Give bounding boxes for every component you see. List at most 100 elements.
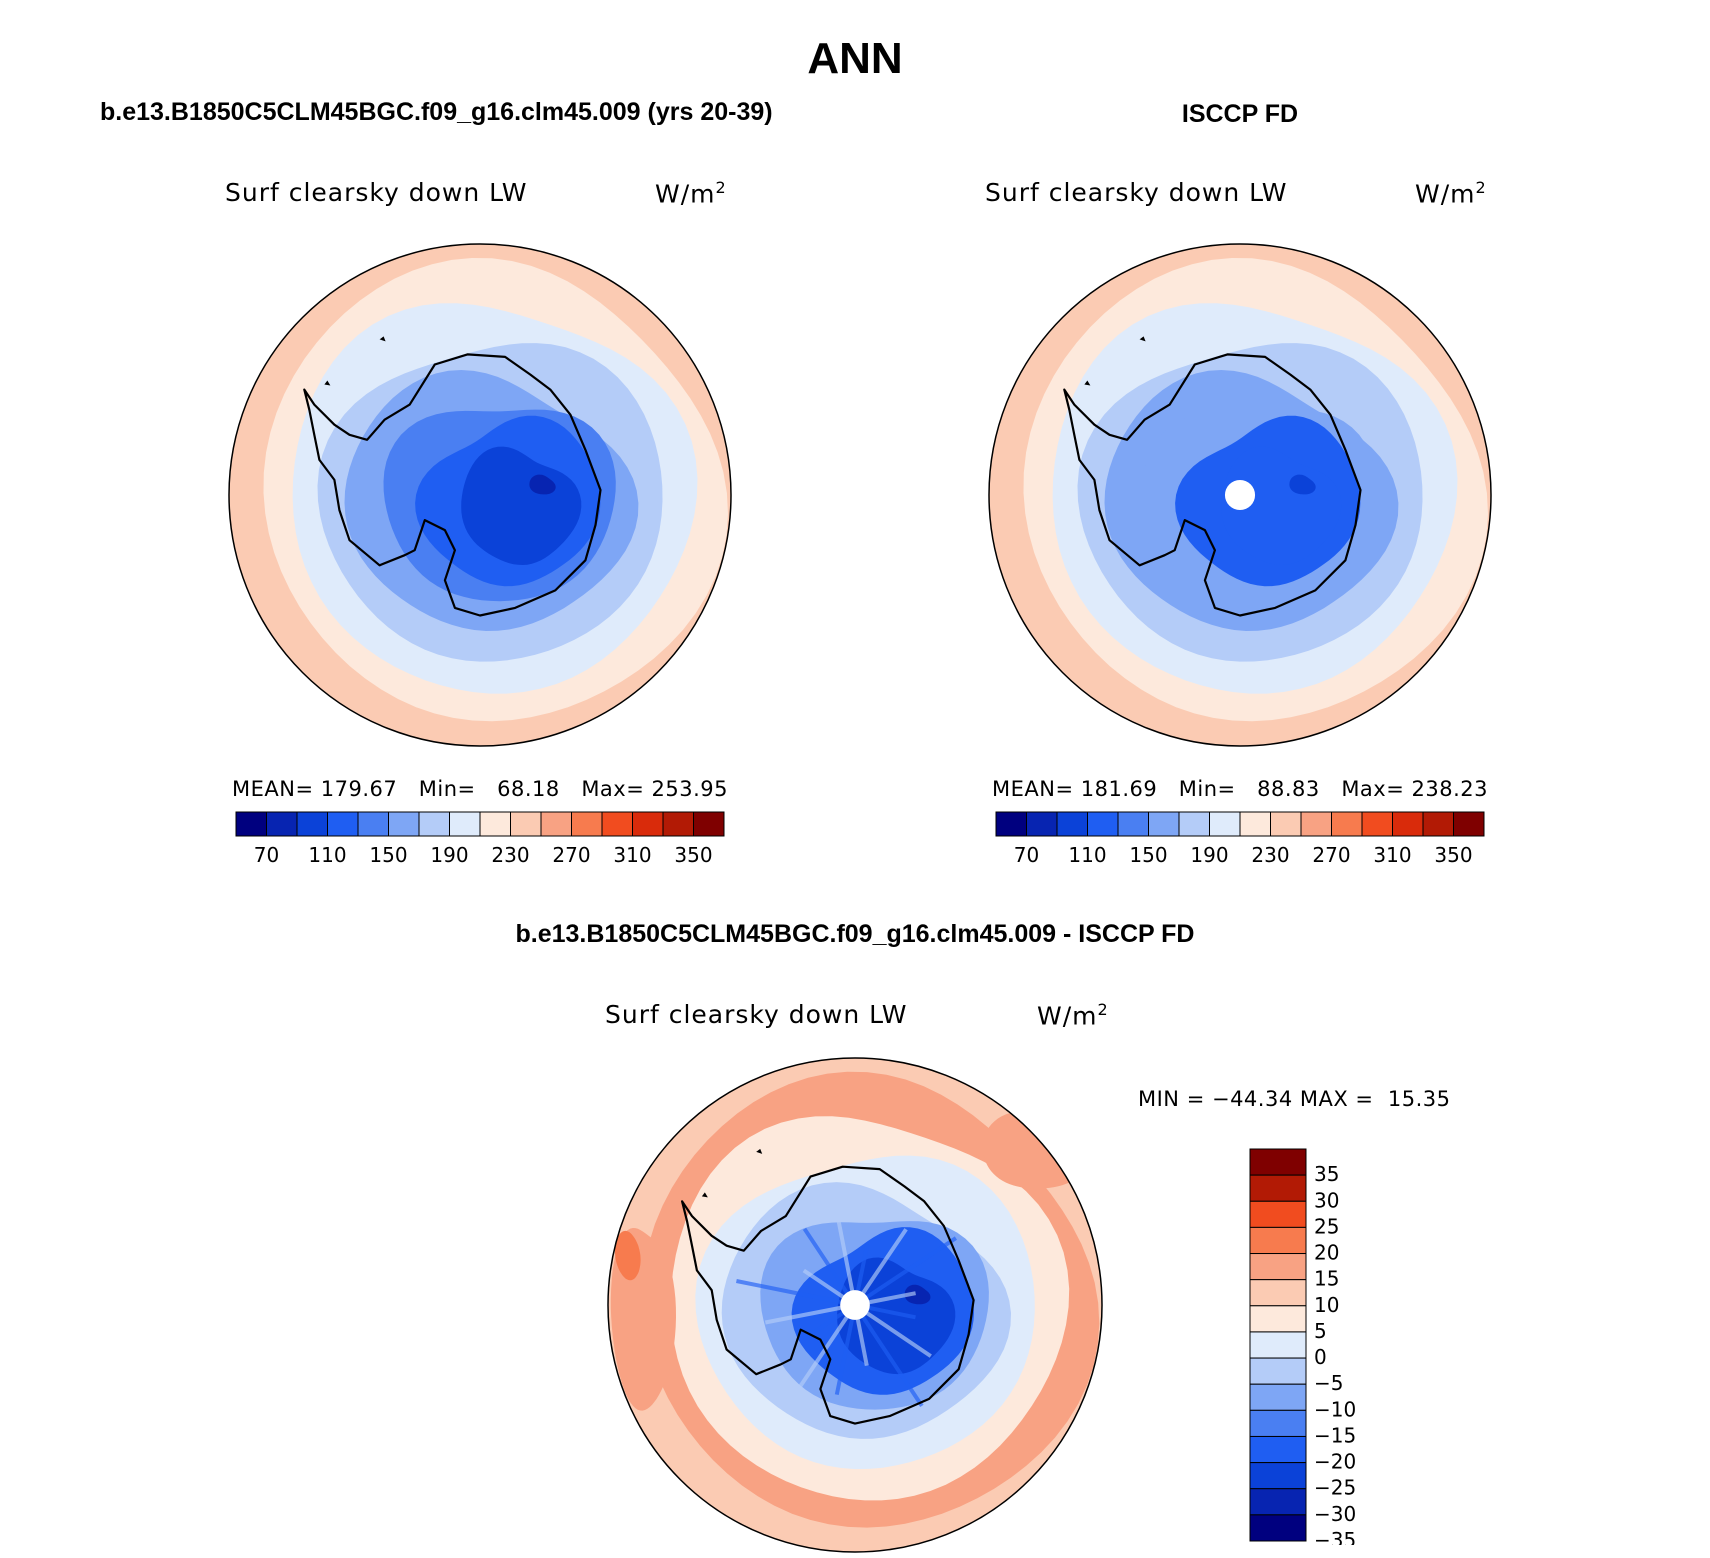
colorbar-tick-label: 310 xyxy=(613,843,651,867)
colorbar-cell xyxy=(1249,1462,1307,1490)
colorbar-tick-label: −20 xyxy=(1314,1450,1356,1474)
colorbar-tick-label: 310 xyxy=(1373,843,1411,867)
colorbar-cell xyxy=(1249,1226,1307,1255)
colorbar-tick-label: 190 xyxy=(1190,843,1228,867)
colorbar-tick-label: 230 xyxy=(491,843,529,867)
colorbar-tick-label: 70 xyxy=(254,843,279,867)
pole-missing-data xyxy=(840,1290,870,1320)
colorbar-tick-label: 350 xyxy=(1434,843,1472,867)
colorbar-tick-label: 25 xyxy=(1314,1214,1339,1238)
field-streak xyxy=(829,1185,857,1306)
panel1-units-base: W/m xyxy=(655,179,716,209)
colorbar-cell xyxy=(1249,1409,1307,1437)
panel1-units: W/m2 xyxy=(655,178,727,208)
field-streak xyxy=(853,1303,924,1408)
colorbar-cell xyxy=(479,811,511,837)
panel2-min-value: 88.83 xyxy=(1257,777,1320,801)
field-dome xyxy=(1221,446,1342,565)
colorbar-tick-label: −30 xyxy=(1314,1502,1356,1526)
colorbar-tick-label: 110 xyxy=(1068,843,1106,867)
panel1-mean-value: 179.67 xyxy=(320,777,398,801)
panel1-mean-label: MEAN= xyxy=(232,777,314,801)
colorbar-tick-label: −10 xyxy=(1314,1397,1356,1421)
colorbar-cell xyxy=(1148,811,1180,837)
panel2-units-exp: 2 xyxy=(1475,178,1487,197)
panel1-stats: MEAN= 179.67 Min= 68.18 Max= 253.95 xyxy=(232,777,728,801)
colorbar-cell xyxy=(418,811,450,837)
colorbar-tick-label: 150 xyxy=(1129,843,1167,867)
colorbar-cell xyxy=(632,811,664,837)
colorbar-tick-label: 270 xyxy=(1312,843,1350,867)
colorbar-tick-label: 350 xyxy=(674,843,712,867)
panel3-header: b.e13.B1850C5CLM45BGC.f09_g16.clm45.009 … xyxy=(515,920,1195,948)
colorbar-cell xyxy=(693,811,725,837)
colorbar-tick-label: 10 xyxy=(1314,1293,1339,1317)
field-warm-patch xyxy=(982,1111,1088,1189)
panel1-max-value: 253.95 xyxy=(651,777,728,801)
colorbar-tick-label: 110 xyxy=(308,843,346,867)
colorbar-tick-label: 230 xyxy=(1251,843,1289,867)
colorbar-cell xyxy=(388,811,420,837)
colorbar-cell xyxy=(540,811,572,837)
panel2-units-base: W/m xyxy=(1415,179,1476,209)
colorbar-cell xyxy=(1249,1174,1307,1202)
colorbar-cell xyxy=(510,811,542,837)
coastline-antarctica xyxy=(1063,353,1362,617)
colorbar-cell xyxy=(1209,811,1241,837)
field-streak xyxy=(853,1228,908,1307)
panel2-units: W/m2 xyxy=(1415,178,1487,208)
panel2-max-value: 238.23 xyxy=(1411,777,1488,801)
colorbar-tick-label: 270 xyxy=(552,843,590,867)
panel1-header: b.e13.B1850C5CLM45BGC.f09_g16.clm45.009 … xyxy=(100,98,773,126)
colorbar-cell xyxy=(1249,1200,1307,1228)
map-border xyxy=(988,243,1492,747)
field-core xyxy=(1289,474,1316,495)
colorbar-tick-label: 190 xyxy=(430,843,468,867)
field-streak xyxy=(764,1303,856,1325)
colorbar-cell xyxy=(1249,1383,1307,1411)
coastline-antarctica xyxy=(303,353,602,617)
colorbar-tick-label: −15 xyxy=(1314,1424,1356,1448)
colorbar-cell xyxy=(662,811,694,837)
field-streak xyxy=(834,1304,857,1395)
colorbar-cell xyxy=(1249,1305,1307,1333)
colorbar-cell xyxy=(1249,1279,1307,1307)
panel2-min-label: Min= xyxy=(1178,777,1236,801)
colorbar-cell xyxy=(1249,1357,1307,1385)
panel3-units: W/m2 xyxy=(1037,1000,1109,1030)
colorbar-cell xyxy=(1422,811,1454,837)
panel3-stats: MIN = −44.34 MAX = 15.35 xyxy=(1138,1087,1451,1111)
coastline-island xyxy=(324,380,331,386)
map-border xyxy=(228,243,732,747)
panel2-mean-value: 181.69 xyxy=(1080,777,1158,801)
colorbar-cell xyxy=(1117,811,1149,837)
colorbar-cell xyxy=(266,811,298,837)
colorbar-cell xyxy=(1087,811,1119,837)
field-streak xyxy=(736,1279,856,1307)
colorbar-tick-label: 0 xyxy=(1314,1345,1327,1369)
panel3-units-base: W/m xyxy=(1037,1001,1098,1031)
colorbar-cell xyxy=(1300,811,1332,837)
panel2-variable: Surf clearsky down LW xyxy=(985,178,1288,207)
colorbar-cell xyxy=(1056,811,1088,837)
field-streak xyxy=(802,1227,857,1307)
colorbar-cell xyxy=(1249,1435,1307,1464)
colorbar-cell xyxy=(995,811,1027,837)
panel1-units-exp: 2 xyxy=(715,178,727,197)
colorbar-cell xyxy=(327,811,359,837)
panel1-min-label: Min= xyxy=(418,777,476,801)
colorbar-cell xyxy=(1249,1331,1307,1359)
colorbar-tick-label: 30 xyxy=(1314,1188,1339,1212)
field-streak xyxy=(853,1303,932,1358)
colorbar-tick-label: 35 xyxy=(1314,1162,1339,1186)
field-dome xyxy=(461,446,582,565)
map-border xyxy=(607,1057,1103,1553)
colorbar-tick-label: 20 xyxy=(1314,1241,1339,1265)
colorbar-cell xyxy=(449,811,481,837)
field-core xyxy=(904,1284,931,1305)
page-title: ANN xyxy=(807,34,903,83)
colorbar-cell xyxy=(1239,811,1271,837)
panel1-polar-map xyxy=(228,243,732,747)
field-core xyxy=(529,474,556,495)
colorbar-tick-label: 15 xyxy=(1314,1267,1339,1291)
